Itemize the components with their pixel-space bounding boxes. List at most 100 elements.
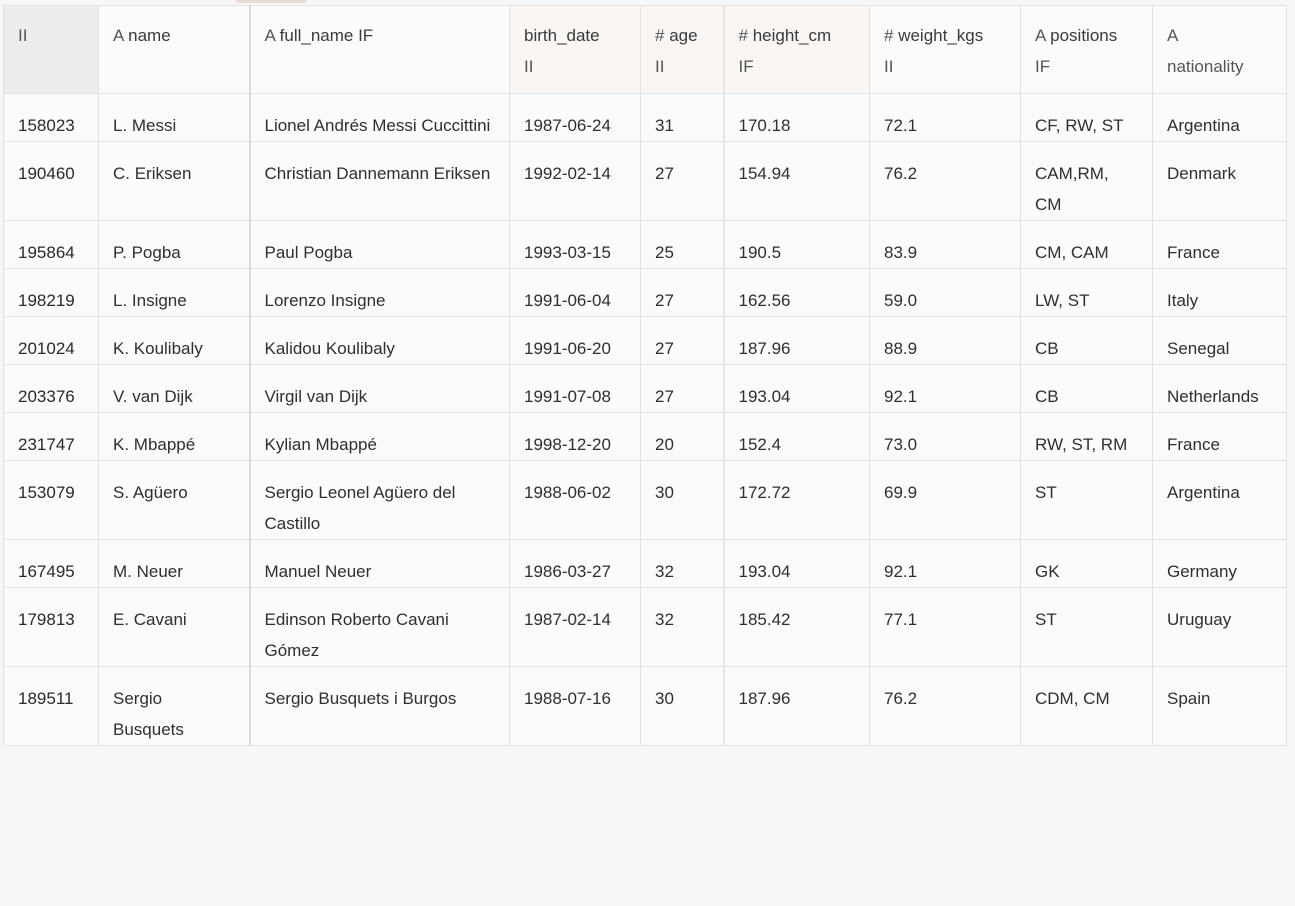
cell-weight-kgs[interactable]: 83.9: [869, 220, 1021, 269]
cell-positions[interactable]: GK: [1020, 539, 1153, 588]
cell-weight-kgs[interactable]: 76.2: [869, 666, 1021, 746]
cell-id[interactable]: 201024: [3, 316, 99, 365]
cell-height-cm[interactable]: 154.94: [722, 141, 870, 221]
cell-age[interactable]: 30: [640, 666, 724, 746]
cell-height-cm[interactable]: 185.42: [722, 587, 870, 667]
cell-height-cm[interactable]: 170.18: [722, 93, 870, 142]
cell-positions[interactable]: CAM,RM, CM: [1020, 141, 1153, 221]
cell-id[interactable]: 195864: [3, 220, 99, 269]
cell-weight-kgs[interactable]: 76.2: [869, 141, 1021, 221]
cell-age[interactable]: 20: [640, 412, 724, 461]
cell-age[interactable]: 27: [640, 268, 724, 317]
cell-id[interactable]: 153079: [3, 460, 99, 540]
cell-birth-date[interactable]: 1987-02-14: [509, 587, 641, 667]
column-header-age[interactable]: # age II: [640, 5, 724, 94]
cell-name[interactable]: C. Eriksen: [98, 141, 250, 221]
cell-positions[interactable]: RW, ST, RM: [1020, 412, 1153, 461]
cell-full-name[interactable]: Sergio Busquets i Burgos: [248, 666, 510, 746]
cell-weight-kgs[interactable]: 73.0: [869, 412, 1021, 461]
column-header-name[interactable]: A name: [98, 5, 250, 94]
cell-age[interactable]: 30: [640, 460, 724, 540]
column-header-birth-date[interactable]: birth_date II: [509, 5, 641, 94]
cell-height-cm[interactable]: 162.56: [722, 268, 870, 317]
cell-weight-kgs[interactable]: 59.0: [869, 268, 1021, 317]
cell-birth-date[interactable]: 1992-02-14: [509, 141, 641, 221]
cell-name[interactable]: M. Neuer: [98, 539, 250, 588]
cell-id[interactable]: 167495: [3, 539, 99, 588]
cell-positions[interactable]: ST: [1020, 460, 1153, 540]
cell-nationality[interactable]: Senegal: [1152, 316, 1287, 365]
cell-name[interactable]: S. Agüero: [98, 460, 250, 540]
cell-id[interactable]: 189511: [3, 666, 99, 746]
cell-full-name[interactable]: Kylian Mbappé: [248, 412, 510, 461]
cell-weight-kgs[interactable]: 69.9: [869, 460, 1021, 540]
cell-full-name[interactable]: Virgil van Dijk: [248, 364, 510, 413]
cell-birth-date[interactable]: 1991-06-04: [509, 268, 641, 317]
cell-full-name[interactable]: Sergio Leonel Agüero del Castillo: [248, 460, 510, 540]
cell-name[interactable]: Sergio Busquets: [98, 666, 250, 746]
cell-weight-kgs[interactable]: 92.1: [869, 364, 1021, 413]
cell-full-name[interactable]: Paul Pogba: [248, 220, 510, 269]
column-header-height-cm[interactable]: # height_cm IF: [722, 5, 870, 94]
cell-nationality[interactable]: Uruguay: [1152, 587, 1287, 667]
cell-positions[interactable]: LW, ST: [1020, 268, 1153, 317]
cell-id[interactable]: 231747: [3, 412, 99, 461]
cell-birth-date[interactable]: 1991-07-08: [509, 364, 641, 413]
cell-height-cm[interactable]: 187.96: [722, 316, 870, 365]
column-header-nationality[interactable]: A nationality: [1152, 5, 1287, 94]
cell-id[interactable]: 179813: [3, 587, 99, 667]
cell-weight-kgs[interactable]: 88.9: [869, 316, 1021, 365]
column-header-positions[interactable]: A positions IF: [1020, 5, 1153, 94]
cell-height-cm[interactable]: 193.04: [722, 364, 870, 413]
cell-positions[interactable]: CB: [1020, 316, 1153, 365]
cell-birth-date[interactable]: 1986-03-27: [509, 539, 641, 588]
cell-full-name[interactable]: Manuel Neuer: [248, 539, 510, 588]
column-header-weight-kgs[interactable]: # weight_kgs II: [869, 5, 1021, 94]
cell-id[interactable]: 198219: [3, 268, 99, 317]
cell-nationality[interactable]: Italy: [1152, 268, 1287, 317]
cell-birth-date[interactable]: 1988-07-16: [509, 666, 641, 746]
cell-birth-date[interactable]: 1988-06-02: [509, 460, 641, 540]
cell-birth-date[interactable]: 1993-03-15: [509, 220, 641, 269]
cell-height-cm[interactable]: 187.96: [722, 666, 870, 746]
cell-nationality[interactable]: France: [1152, 412, 1287, 461]
cell-full-name[interactable]: Edinson Roberto Cavani Gómez: [248, 587, 510, 667]
cell-positions[interactable]: CB: [1020, 364, 1153, 413]
cell-nationality[interactable]: Spain: [1152, 666, 1287, 746]
cell-name[interactable]: K. Koulibaly: [98, 316, 250, 365]
cell-height-cm[interactable]: 152.4: [722, 412, 870, 461]
cell-height-cm[interactable]: 193.04: [722, 539, 870, 588]
cell-positions[interactable]: ST: [1020, 587, 1153, 667]
tab-indicator[interactable]: [236, 0, 306, 3]
cell-positions[interactable]: CDM, CM: [1020, 666, 1153, 746]
cell-birth-date[interactable]: 1991-06-20: [509, 316, 641, 365]
cell-nationality[interactable]: Argentina: [1152, 460, 1287, 540]
cell-id[interactable]: 158023: [3, 93, 99, 142]
cell-birth-date[interactable]: 1998-12-20: [509, 412, 641, 461]
cell-age[interactable]: 27: [640, 316, 724, 365]
cell-height-cm[interactable]: 172.72: [722, 460, 870, 540]
cell-full-name[interactable]: Christian Dannemann Eriksen: [248, 141, 510, 221]
cell-full-name[interactable]: Kalidou Koulibaly: [248, 316, 510, 365]
cell-nationality[interactable]: France: [1152, 220, 1287, 269]
cell-age[interactable]: 25: [640, 220, 724, 269]
cell-age[interactable]: 27: [640, 141, 724, 221]
cell-age[interactable]: 27: [640, 364, 724, 413]
cell-positions[interactable]: CF, RW, ST: [1020, 93, 1153, 142]
cell-age[interactable]: 31: [640, 93, 724, 142]
cell-nationality[interactable]: Argentina: [1152, 93, 1287, 142]
cell-name[interactable]: P. Pogba: [98, 220, 250, 269]
cell-height-cm[interactable]: 190.5: [722, 220, 870, 269]
cell-id[interactable]: 203376: [3, 364, 99, 413]
cell-positions[interactable]: CM, CAM: [1020, 220, 1153, 269]
cell-name[interactable]: L. Messi: [98, 93, 250, 142]
cell-full-name[interactable]: Lorenzo Insigne: [248, 268, 510, 317]
cell-age[interactable]: 32: [640, 539, 724, 588]
cell-name[interactable]: L. Insigne: [98, 268, 250, 317]
cell-age[interactable]: 32: [640, 587, 724, 667]
column-header-full-name[interactable]: A full_name IF: [248, 5, 510, 94]
cell-full-name[interactable]: Lionel Andrés Messi Cuccittini: [248, 93, 510, 142]
cell-nationality[interactable]: Denmark: [1152, 141, 1287, 221]
cell-name[interactable]: K. Mbappé: [98, 412, 250, 461]
cell-name[interactable]: E. Cavani: [98, 587, 250, 667]
